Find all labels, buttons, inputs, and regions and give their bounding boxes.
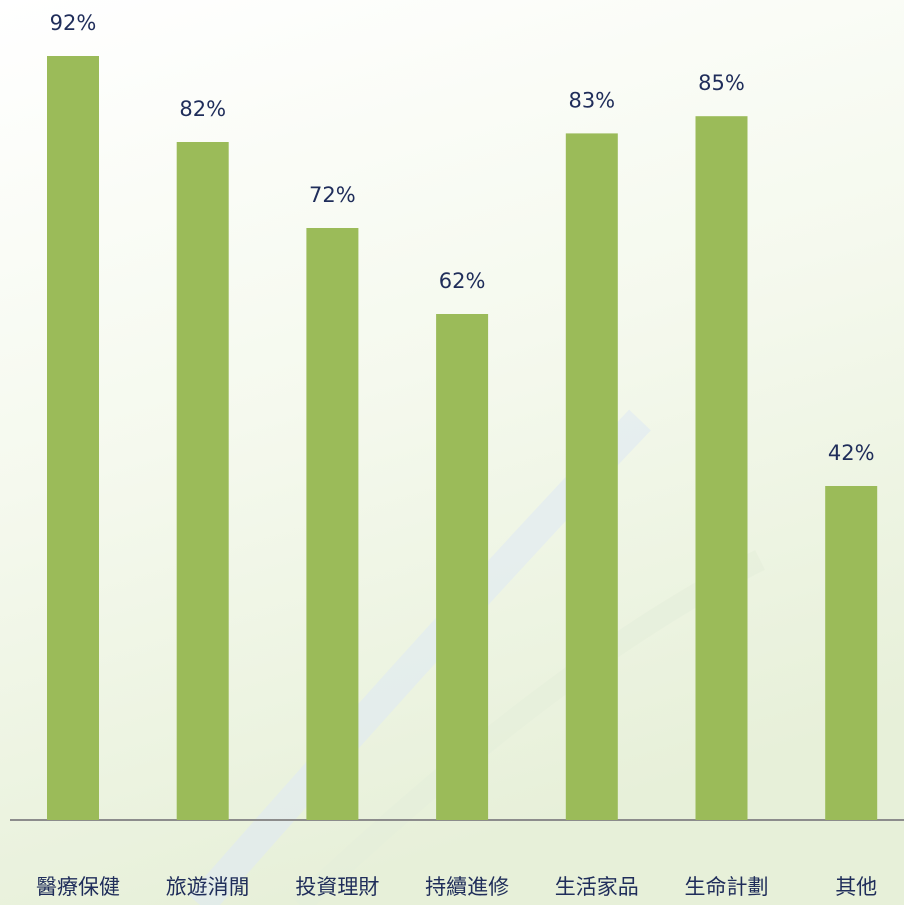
bar <box>696 116 748 820</box>
x-tick-label: 生命計劃 <box>685 875 769 899</box>
bar <box>177 142 229 820</box>
value-label: 42% <box>828 441 875 465</box>
bar <box>566 133 618 820</box>
bar <box>306 228 358 820</box>
value-label: 92% <box>50 11 97 35</box>
bar <box>436 314 488 820</box>
x-tick-label: 持續進修 <box>425 875 509 899</box>
x-tick-label: 生活家品 <box>555 875 639 899</box>
value-label: 83% <box>568 88 615 112</box>
value-label: 62% <box>439 269 486 293</box>
value-label: 72% <box>309 183 356 207</box>
value-label: 82% <box>179 97 226 121</box>
x-tick-label: 投資理財 <box>295 875 379 899</box>
chart: 92% 醫療保健 82% 旅遊消閒 72% 投資理財 62% 持續進修 83% 生活家品 85% 生命… <box>0 0 904 905</box>
bar <box>825 486 877 820</box>
x-tick-label: 旅遊消閒 <box>166 875 250 899</box>
x-tick-label: 其他 <box>835 875 877 899</box>
page: {"chart_data": {"type": "bar", "categori… <box>0 0 904 905</box>
value-label: 85% <box>698 71 745 95</box>
x-tick-label: 醫療保健 <box>36 875 120 899</box>
bar <box>47 56 99 820</box>
